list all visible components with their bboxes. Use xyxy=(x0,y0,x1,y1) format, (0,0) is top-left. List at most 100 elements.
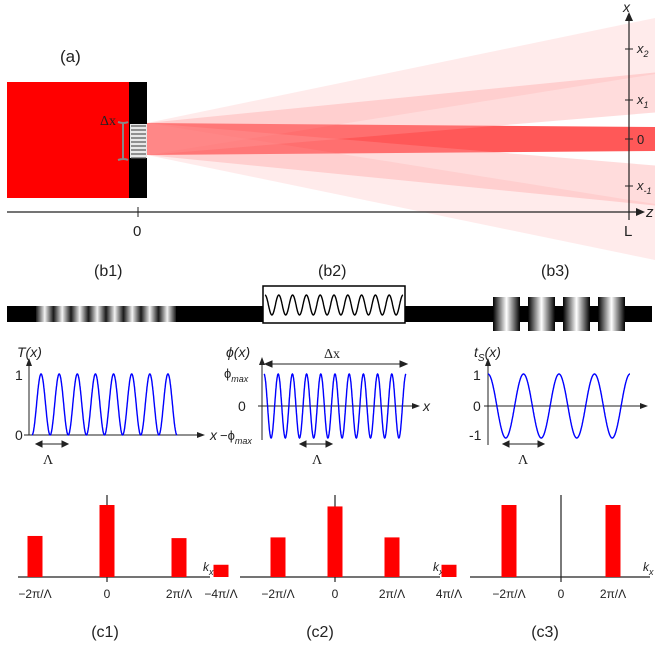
profile-b2-ytick-0: 0 xyxy=(238,398,246,414)
phase-grating-profile xyxy=(264,294,404,316)
amplitude-grating xyxy=(36,306,176,322)
beam-order-0 xyxy=(147,123,655,155)
sinusoidal-stripe xyxy=(598,297,625,331)
sinusoidal-stripe xyxy=(528,297,555,331)
spectrum-tick-label: 2π/Λ xyxy=(600,587,626,601)
amplitude-stripe xyxy=(106,306,124,322)
spectrum-tick-label: 2π/Λ xyxy=(166,587,192,601)
spectrum-kx-label: kx xyxy=(433,560,444,577)
amplitude-stripe xyxy=(36,306,54,322)
spectrum-tick-label: −2π/Λ xyxy=(18,587,51,601)
spectrum-tick-label: 4π/Λ xyxy=(436,587,462,601)
x-axis-arrow xyxy=(625,12,633,21)
spectrum-bar xyxy=(327,506,343,577)
dx-label: Δx xyxy=(100,114,116,129)
spectrum-tick-label: −2π/Λ xyxy=(261,587,294,601)
label-b1: (b1) xyxy=(94,263,122,280)
aperture-grating xyxy=(130,124,147,159)
amplitude-stripe xyxy=(123,306,141,322)
profile-b3: tS(x) 1 0 -1 Λ xyxy=(469,344,648,468)
profile-b3-ytick--1: -1 xyxy=(469,427,482,443)
period-label-b1: Λ xyxy=(43,453,54,468)
spectrum-tick-label: 0 xyxy=(104,587,111,601)
x-ticks xyxy=(625,48,633,187)
spectrum-kx-label: kx xyxy=(643,560,654,577)
amplitude-stripe xyxy=(71,306,89,322)
period-marker-b2 xyxy=(298,440,334,448)
period-marker-b1 xyxy=(34,440,70,448)
z-axis-arrow xyxy=(636,208,645,216)
z-tick-label-0: 0 xyxy=(133,223,141,240)
width-label: Δx xyxy=(324,347,340,362)
x-tick-x-1: x-1 xyxy=(636,178,652,196)
z-tick-label-L: L xyxy=(624,223,632,240)
spectrum-tick-label: 0 xyxy=(558,587,565,601)
profile-b2-ytick-max: ϕmax xyxy=(224,366,249,384)
z-axis-label: z xyxy=(645,204,654,221)
spectra-charts: kx −2π/Λ 0 2π/Λ (c1) kx −4π/Λ −2π/Λ 0 2π/Λ 4π/Λ (c2… xyxy=(18,495,654,641)
x-tick-x2: x2 xyxy=(636,41,649,59)
profile-b1-ytick-1: 1 xyxy=(15,367,23,383)
spectrum-kx-label: kx xyxy=(203,560,214,577)
spectrum-bar xyxy=(27,535,43,577)
profile-b3-ylabel: tS(x) xyxy=(474,344,501,364)
spectrum-c1: kx −2π/Λ 0 2π/Λ (c1) xyxy=(18,495,214,641)
beam-order--2 xyxy=(147,123,655,260)
sinusoidal-grating xyxy=(490,297,630,331)
spectrum-tick-label: −4π/Λ xyxy=(204,587,237,601)
period-label-b2: Λ xyxy=(312,453,323,468)
spectrum-c2: kx −4π/Λ −2π/Λ 0 2π/Λ 4π/Λ (c2) xyxy=(204,495,462,641)
profile-b2-ylabel: ϕ(x) xyxy=(226,344,250,360)
label-b3: (b3) xyxy=(541,263,569,280)
panel-a-label: (a) xyxy=(60,47,81,66)
panel-a: Δx (a) z 0 L x x2 x1 0 x-1 xyxy=(7,0,655,260)
amplitude-stripe xyxy=(88,306,106,322)
beam-order-1 xyxy=(147,72,655,155)
spectrum-c3: kx −2π/Λ 0 2π/Λ (c3) xyxy=(470,495,654,641)
phase-grating-box xyxy=(262,285,406,324)
spectrum-tick-label: 0 xyxy=(332,587,339,601)
label-b2: (b2) xyxy=(318,263,346,280)
profile-b3-ytick-0: 0 xyxy=(473,398,481,414)
spectrum-panel-label: (c3) xyxy=(531,624,559,641)
dx-bracket xyxy=(117,121,129,161)
x-axis-label: x xyxy=(622,0,631,15)
spectrum-tick-label: −2π/Λ xyxy=(492,587,525,601)
sinusoid-curve xyxy=(487,373,631,439)
profile-b3-ytick-1: 1 xyxy=(473,367,481,383)
amplitude-stripe xyxy=(53,306,71,322)
spectrum-panel-label: (c1) xyxy=(91,624,119,641)
profile-b2-xlabel: x xyxy=(422,398,431,414)
spectrum-tick-label: 2π/Λ xyxy=(379,587,405,601)
x-tick-0: 0 xyxy=(637,132,644,147)
profile-b2: ϕ(x) x ϕmax 0 −ϕmax Δx Λ xyxy=(220,344,431,468)
sinusoidal-stripe xyxy=(493,297,520,331)
period-marker-b3 xyxy=(501,440,546,448)
x-tick-x1: x1 xyxy=(636,92,649,110)
transmission-curve xyxy=(31,373,178,436)
beam-order-2 xyxy=(147,18,655,155)
amplitude-stripe xyxy=(141,306,159,322)
profile-b1-ytick-0: 0 xyxy=(15,427,23,443)
panel-b-gratings: (b1) (b2) (b3) xyxy=(7,263,652,331)
beam-order--1 xyxy=(147,123,655,206)
phase-curve xyxy=(263,373,407,439)
profile-b1-ylabel: T(x) xyxy=(17,344,42,360)
spectrum-bar xyxy=(501,505,517,577)
amplitude-stripe xyxy=(158,306,176,322)
spectrum-bar xyxy=(213,564,229,577)
spectrum-bar xyxy=(270,537,286,577)
diffraction-beams xyxy=(147,18,655,260)
profile-b2-ytick-min: −ϕmax xyxy=(220,428,252,446)
spectrum-panel-label: (c2) xyxy=(306,624,334,641)
spectrum-bar xyxy=(441,564,457,577)
width-marker xyxy=(263,360,409,368)
period-label-b3: Λ xyxy=(518,453,529,468)
spectrum-bar xyxy=(99,505,115,577)
laser-source xyxy=(7,82,132,198)
profile-b1-xlabel: x xyxy=(209,427,218,443)
spectrum-bar xyxy=(605,505,621,577)
profile-b1: T(x) x 1 0 Λ xyxy=(15,344,218,468)
spectrum-bar xyxy=(171,538,187,577)
